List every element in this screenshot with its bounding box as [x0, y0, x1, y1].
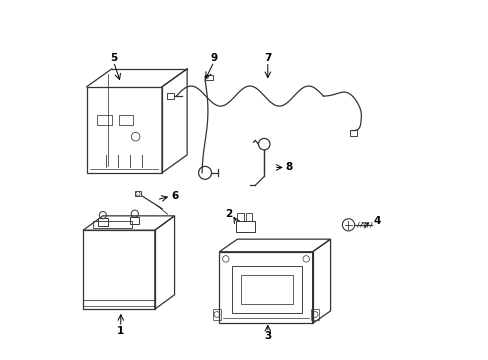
Bar [97, 115, 112, 126]
Text: 3: 3 [264, 331, 271, 341]
Text: 7: 7 [264, 53, 271, 63]
Text: 2: 2 [224, 209, 231, 219]
Bar [204, 75, 212, 80]
Bar [237, 213, 244, 221]
Bar [98, 218, 107, 226]
Bar [135, 192, 141, 196]
Bar [130, 217, 139, 225]
Bar [92, 221, 132, 228]
Bar [310, 309, 319, 320]
Bar [119, 115, 133, 126]
Bar [167, 93, 174, 99]
Bar [241, 275, 292, 304]
Bar [235, 221, 255, 232]
Bar [231, 266, 301, 313]
Text: 4: 4 [373, 216, 380, 226]
Text: 1: 1 [117, 325, 124, 336]
Text: 5: 5 [110, 53, 117, 63]
Text: 6: 6 [171, 191, 178, 201]
Bar [349, 130, 356, 136]
Bar [245, 213, 251, 221]
Text: 8: 8 [285, 162, 292, 172]
Bar [212, 309, 221, 320]
Text: 9: 9 [210, 53, 217, 63]
